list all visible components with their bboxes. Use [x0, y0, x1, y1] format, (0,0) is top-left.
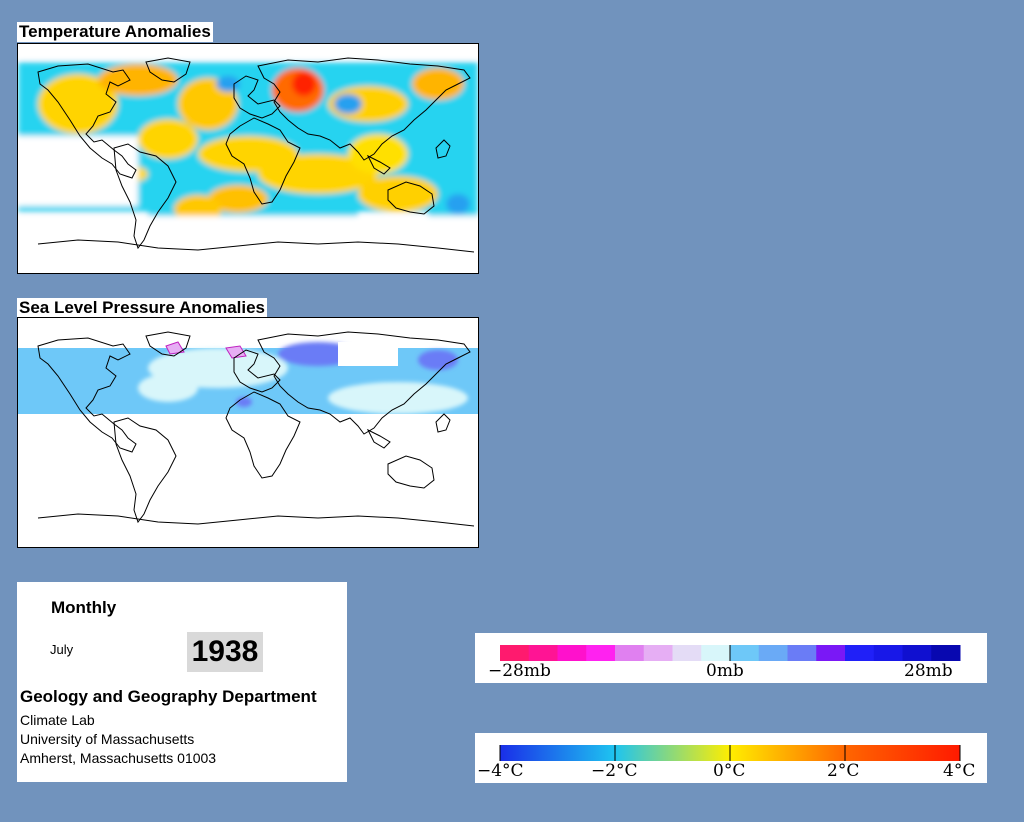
pressure-legend-swatch: [586, 645, 616, 661]
pressure-legend-swatch: [528, 645, 558, 661]
university-label: University of Massachusetts: [20, 731, 195, 747]
pressure-legend-swatch: [816, 645, 846, 661]
department-label: Geology and Geography Department: [20, 687, 317, 706]
pressure-anomaly-map: [17, 317, 479, 548]
pressure-legend-max: 28mb: [904, 661, 953, 681]
info-panel: Monthly July 1938 Geology and Geography …: [17, 582, 347, 782]
temperature-title: Temperature Anomalies: [17, 22, 213, 42]
pressure-legend-swatch: [672, 645, 702, 661]
pressure-legend-swatch: [557, 645, 587, 661]
address-label: Amherst, Massachusetts 01003: [20, 750, 217, 766]
month-label: July: [50, 642, 74, 657]
temperature-color-bar: [499, 745, 961, 761]
pressure-legend-swatch: [873, 645, 903, 661]
pressure-legend-swatch: [701, 645, 731, 661]
lab-label: Climate Lab: [20, 712, 95, 728]
pressure-legend-swatch: [730, 645, 760, 661]
pressure-legend-swatch: [758, 645, 788, 661]
pressure-title: Sea Level Pressure Anomalies: [17, 298, 268, 318]
temp-legend-minus2: −2°C: [591, 761, 638, 781]
pressure-legend-swatch: [615, 645, 645, 661]
pressure-legend-zero: 0mb: [706, 661, 744, 681]
period-label: Monthly: [51, 598, 117, 617]
temperature-color-legend: −4°C −2°C 0°C 2°C 4°C: [475, 733, 987, 783]
temp-legend-minus4: −4°C: [477, 761, 524, 781]
year-label: 1938: [187, 632, 263, 672]
temp-legend-zero: 0°C: [713, 761, 746, 781]
temp-legend-plus2: 2°C: [827, 761, 860, 781]
pressure-color-bar: [500, 645, 961, 661]
pressure-legend-swatch: [500, 645, 530, 661]
pressure-legend-swatch: [643, 645, 673, 661]
pressure-legend-swatch: [787, 645, 817, 661]
temperature-anomaly-map: [17, 43, 479, 274]
pressure-legend-swatch: [931, 645, 961, 661]
pressure-legend-swatch: [845, 645, 875, 661]
temp-legend-plus4: 4°C: [943, 761, 976, 781]
pressure-legend-swatch: [902, 645, 932, 661]
pressure-legend-min: −28mb: [488, 661, 551, 681]
pressure-color-legend: −28mb 0mb 28mb: [475, 633, 987, 683]
